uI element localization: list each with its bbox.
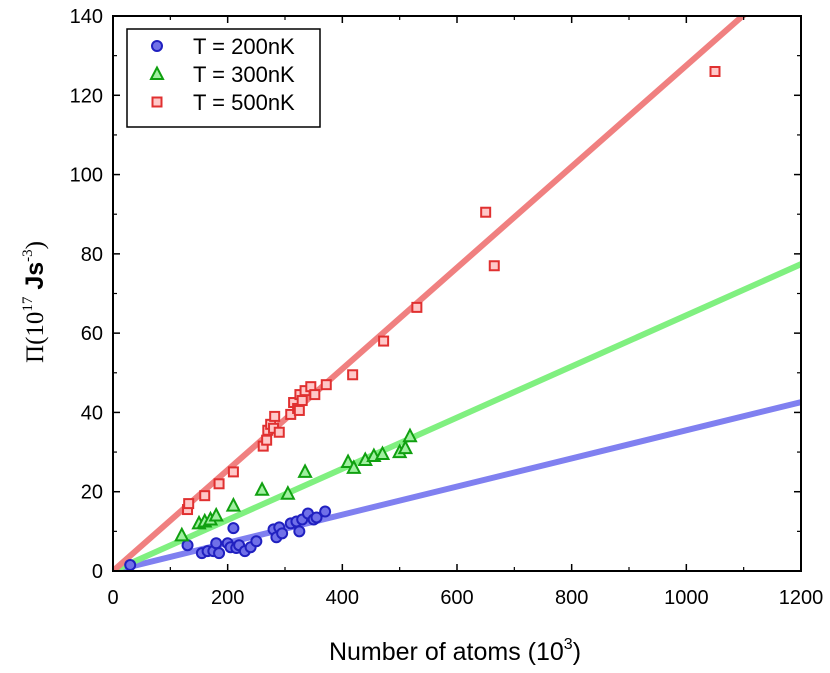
data-point: [293, 525, 306, 538]
legend-label: T = 300nK: [193, 62, 295, 87]
data-point: [227, 466, 239, 478]
data-point: [346, 459, 362, 474]
y-tick-label: 0: [92, 561, 103, 583]
data-point: [210, 537, 223, 550]
legend-marker: [151, 40, 163, 52]
data-point: [293, 404, 305, 416]
x-tick-label: 600: [440, 587, 473, 609]
x-tick-label: 200: [211, 587, 244, 609]
data-point: [183, 498, 195, 510]
y-tick-label: 100: [70, 165, 103, 187]
data-point: [709, 66, 721, 77]
x-tick-label: 0: [107, 587, 118, 609]
fit-line-2: [113, 261, 801, 571]
series-3-points: [182, 66, 721, 516]
legend-marker: [149, 65, 165, 80]
axis-ticks: 0 200 400 600 800 1000 1200 0 20 40 60 80 100 120 140: [70, 6, 824, 609]
data-point: [276, 527, 289, 540]
data-point: [320, 379, 332, 391]
data-point: [208, 506, 224, 522]
data-point: [309, 389, 321, 401]
data-point: [374, 445, 391, 461]
data-point: [319, 505, 332, 518]
legend: T = 200nK T = 300nK T = 500nK: [126, 28, 321, 128]
fit-line-3: [113, 16, 748, 571]
data-point: [174, 526, 190, 542]
data-point: [488, 260, 500, 272]
data-point: [397, 439, 414, 455]
data-point: [273, 426, 285, 438]
legend-marker: [151, 96, 163, 108]
data-point: [213, 547, 226, 560]
series-2-points: [174, 427, 418, 542]
legend-item-3: T = 500nK: [151, 90, 295, 115]
data-point: [250, 535, 263, 548]
y-tick-label: 80: [81, 244, 103, 266]
y-tick-label: 20: [81, 482, 103, 504]
legend-item-1: T = 200nK: [151, 34, 295, 59]
data-point: [199, 490, 211, 502]
x-tick-label: 400: [326, 587, 359, 609]
data-point: [310, 511, 323, 524]
data-point: [280, 485, 296, 500]
data-point: [340, 453, 356, 468]
data-point: [254, 481, 270, 496]
series-1-points: [124, 505, 332, 572]
data-point: [411, 301, 423, 313]
data-point: [402, 427, 418, 443]
data-point: [213, 478, 225, 490]
legend-label: T = 500nK: [193, 90, 295, 115]
data-point: [181, 539, 194, 552]
data-point: [261, 434, 273, 446]
data-point: [297, 463, 313, 478]
data-point: [225, 496, 242, 512]
data-point: [296, 395, 308, 407]
y-tick-label: 40: [81, 402, 103, 424]
legend-item-2: T = 300nK: [149, 62, 295, 87]
data-point: [347, 369, 359, 381]
y-tick-label: 120: [70, 85, 103, 107]
x-axis-label: Number of atoms (103): [329, 636, 581, 666]
x-tick-label: 1200: [779, 587, 824, 609]
y-tick-label: 60: [81, 323, 103, 345]
data-point: [480, 206, 492, 218]
data-point: [378, 335, 390, 347]
x-tick-label: 800: [555, 587, 588, 609]
data-point: [124, 559, 137, 572]
data-point: [269, 410, 281, 422]
data-points: [124, 66, 721, 572]
x-tick-label: 1000: [664, 587, 709, 609]
y-axis-label: Π(1017 Js-3): [20, 241, 49, 363]
data-point: [227, 522, 240, 535]
legend-label: T = 200nK: [193, 34, 295, 59]
y-tick-label: 140: [70, 6, 103, 28]
